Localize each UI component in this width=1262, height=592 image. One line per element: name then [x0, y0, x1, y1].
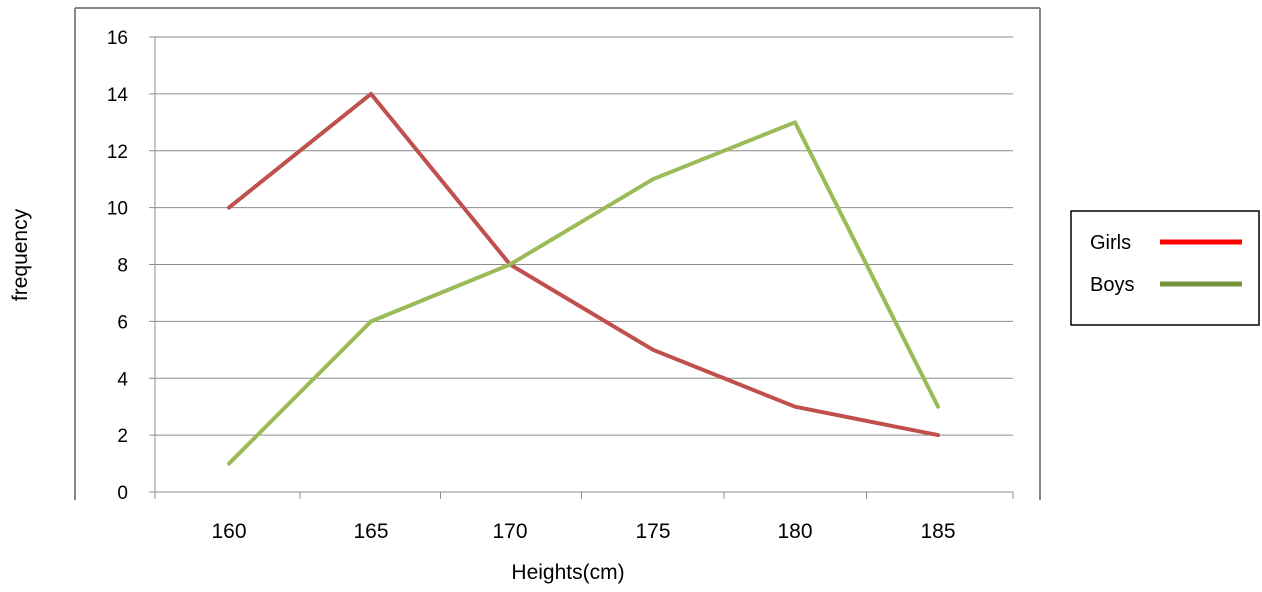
y-tick-label: 12 — [107, 142, 128, 163]
y-tick-label: 6 — [117, 312, 128, 333]
series-line-boys — [227, 120, 940, 466]
y-tick-label: 8 — [117, 256, 128, 277]
chart-frame — [74, 7, 1041, 500]
y-tick-label: 14 — [107, 85, 129, 106]
series-line-girls — [227, 91, 940, 438]
legend-label-girls: Girls — [1090, 232, 1131, 254]
series-lines — [227, 91, 940, 466]
x-axis-label: Heights(cm) — [511, 561, 624, 584]
y-tick-label: 0 — [117, 483, 128, 504]
legend-label-boys: Boys — [1090, 274, 1134, 296]
x-tick-label: 180 — [777, 520, 812, 543]
x-tick-label: 170 — [492, 520, 527, 543]
x-tick-label: 175 — [635, 520, 670, 543]
legend-items: Girls Boys — [1090, 232, 1242, 296]
y-axis-ticks: 0 2 4 6 8 10 12 14 16 — [107, 28, 155, 504]
y-tick-label: 2 — [117, 426, 128, 447]
x-axis-ticks: 160 165 170 175 180 185 — [154, 492, 1014, 543]
x-tick-label: 165 — [353, 520, 388, 543]
y-tick-label: 4 — [117, 369, 128, 390]
x-tick-label: 185 — [920, 520, 955, 543]
gridlines — [155, 36, 1013, 436]
legend: Girls Boys — [1070, 210, 1260, 326]
x-tick-label: 160 — [211, 520, 246, 543]
y-tick-label: 16 — [107, 28, 128, 49]
y-tick-label: 10 — [107, 199, 128, 220]
legend-box — [1070, 210, 1260, 326]
y-axis-label: frequency — [9, 208, 32, 301]
